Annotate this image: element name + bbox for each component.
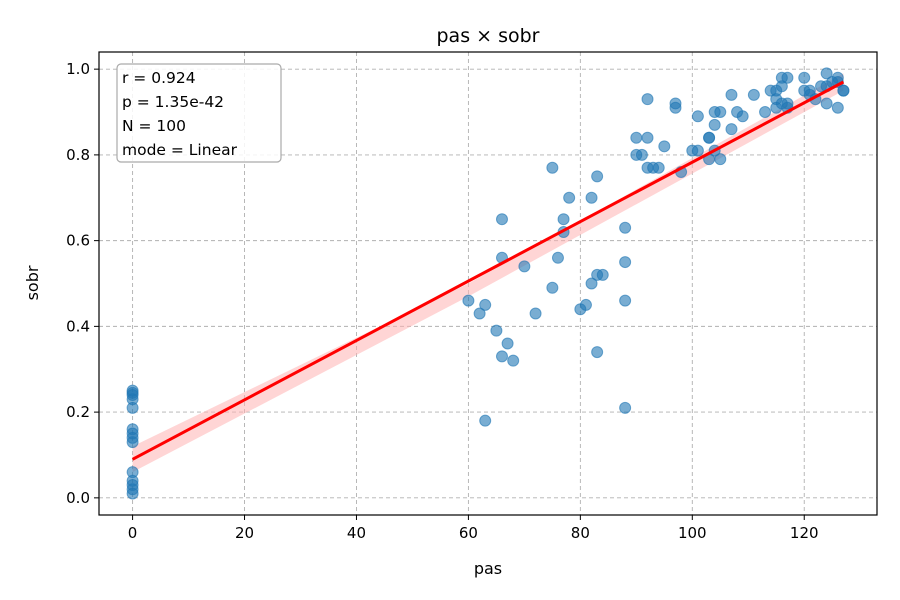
data-point xyxy=(529,307,542,320)
stat-r: r = 0.924 xyxy=(122,69,196,87)
x-tick-label: 120 xyxy=(790,524,819,542)
data-point xyxy=(473,307,486,320)
x-tick-label: 40 xyxy=(347,524,366,542)
y-tick-label: 0.6 xyxy=(66,232,90,250)
y-axis-label: sobr xyxy=(23,265,42,300)
data-point xyxy=(126,487,139,500)
data-point xyxy=(691,110,704,123)
stats-legend-frame xyxy=(116,63,282,163)
data-point xyxy=(479,298,492,311)
data-point xyxy=(837,84,850,97)
data-point xyxy=(714,106,727,119)
data-point xyxy=(507,354,520,367)
data-point xyxy=(495,213,508,226)
data-point xyxy=(759,106,772,119)
data-point xyxy=(714,153,727,166)
data-point xyxy=(591,346,604,359)
data-point xyxy=(635,148,648,161)
data-point xyxy=(708,118,721,131)
x-tick-label: 80 xyxy=(571,524,590,542)
data-point xyxy=(551,251,564,264)
fit-line xyxy=(131,80,845,461)
data-point xyxy=(669,101,682,114)
data-points xyxy=(126,67,850,500)
data-point xyxy=(546,161,559,174)
regression-line xyxy=(131,80,845,461)
data-point xyxy=(591,170,604,183)
data-point xyxy=(585,191,598,204)
data-point xyxy=(462,294,475,307)
data-point xyxy=(703,131,716,144)
data-point xyxy=(747,88,760,101)
y-tick-label: 0.0 xyxy=(66,489,90,507)
data-point xyxy=(775,80,788,93)
data-point xyxy=(641,131,654,144)
plot-frame xyxy=(98,51,878,516)
stat-mode: mode = Linear xyxy=(122,141,238,159)
y-tick-label: 0.8 xyxy=(66,146,90,164)
confidence-band-area xyxy=(132,73,844,473)
data-point xyxy=(619,256,632,269)
x-tick-label: 60 xyxy=(459,524,478,542)
y-axis-ticks: 0.0 0.2 0.4 0.6 0.8 1.0 xyxy=(66,60,99,507)
x-tick-label: 100 xyxy=(678,524,707,542)
data-point xyxy=(619,221,632,234)
data-point xyxy=(563,191,576,204)
y-tick-label: 0.2 xyxy=(66,403,90,421)
y-tick-label: 0.4 xyxy=(66,317,90,335)
data-point xyxy=(557,213,570,226)
data-point xyxy=(641,93,654,106)
x-axis-ticks: 0 20 40 60 80 100 120 xyxy=(128,515,819,542)
data-point xyxy=(501,337,514,350)
stat-n: N = 100 xyxy=(122,117,186,135)
data-point xyxy=(831,101,844,114)
data-point xyxy=(652,161,665,174)
confidence-band xyxy=(132,73,844,473)
data-point xyxy=(518,260,531,273)
data-point xyxy=(126,436,139,449)
data-point xyxy=(725,123,738,136)
x-tick-label: 0 xyxy=(128,524,138,542)
data-point xyxy=(781,71,794,84)
chart-title: pas × sobr xyxy=(437,25,540,47)
data-point xyxy=(490,324,503,337)
data-point xyxy=(546,281,559,294)
data-point xyxy=(630,131,643,144)
data-point xyxy=(495,350,508,363)
data-point xyxy=(820,67,833,80)
x-tick-label: 20 xyxy=(235,524,254,542)
data-point xyxy=(479,414,492,427)
data-point xyxy=(798,71,811,84)
data-point xyxy=(820,97,833,110)
data-point xyxy=(736,110,749,123)
x-axis-label: pas xyxy=(474,559,502,578)
data-point xyxy=(585,277,598,290)
data-point xyxy=(619,401,632,414)
y-tick-label: 1.0 xyxy=(66,60,90,78)
data-point xyxy=(691,144,704,157)
stat-p: p = 1.35e-42 xyxy=(122,93,224,111)
data-point xyxy=(126,401,139,414)
stats-legend: r = 0.924 p = 1.35e-42 N = 100 mode = Li… xyxy=(116,63,282,163)
data-point xyxy=(658,140,671,153)
data-point xyxy=(725,88,738,101)
data-point xyxy=(579,298,592,311)
data-point xyxy=(596,268,609,281)
data-point xyxy=(619,294,632,307)
